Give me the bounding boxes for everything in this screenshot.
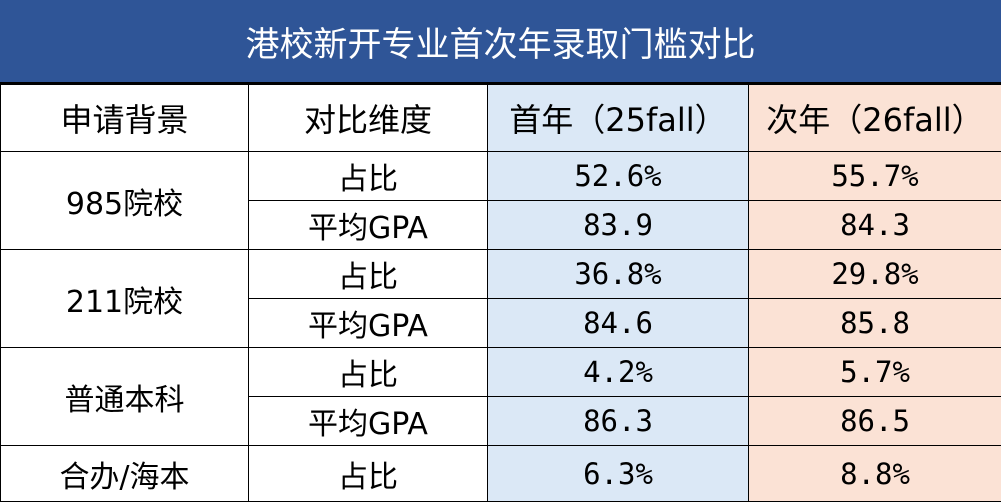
second-year-value: 5.7% [748, 347, 1001, 397]
table-row: 平均GPA 86.3 86.5 [1, 396, 1001, 446]
column-header: 首年（25fall） [487, 84, 749, 152]
metric-label: 占比 [248, 151, 488, 201]
table-row: 申请背景 对比维度 首年（25fall） 次年（26fall） [0, 84, 1001, 152]
second-year-value: 84.3 [748, 200, 1001, 250]
table-row: 合办/海本 占比 6.3% 8.8% [0, 445, 1001, 502]
first-year-value: 86.3 [487, 396, 749, 446]
table-row: 211院校 占比 36.8% 29.8% [0, 249, 1001, 348]
group-label: 985院校 [0, 151, 249, 250]
table-row: 985院校 占比 52.6% 55.7% [0, 151, 1001, 250]
metric-label: 平均GPA [248, 200, 488, 250]
second-year-value: 55.7% [748, 151, 1001, 201]
column-header: 次年（26fall） [748, 84, 1001, 152]
first-year-value: 83.9 [487, 200, 749, 250]
group-label: 普通本科 [0, 347, 249, 446]
second-year-value: 85.8 [748, 298, 1001, 348]
metric-label: 占比 [248, 445, 488, 502]
title-bar: 港校新开专业首次年录取门槛对比 [0, 0, 1001, 84]
metric-label: 平均GPA [248, 396, 488, 446]
metric-label: 占比 [248, 347, 488, 397]
group-label: 合办/海本 [0, 445, 249, 502]
table-row: 平均GPA 84.6 85.8 [1, 298, 1001, 348]
metric-label: 占比 [248, 249, 488, 299]
second-year-value: 29.8% [748, 249, 1001, 299]
column-header: 申请背景 [0, 84, 249, 152]
first-year-value: 52.6% [487, 151, 749, 201]
group-label: 211院校 [0, 249, 249, 348]
first-year-value: 6.3% [487, 445, 749, 502]
metric-label: 平均GPA [248, 298, 488, 348]
first-year-value: 36.8% [487, 249, 749, 299]
column-header: 对比维度 [248, 84, 488, 152]
first-year-value: 4.2% [487, 347, 749, 397]
table-row: 普通本科 占比 4.2% 5.7% [0, 347, 1001, 446]
second-year-value: 8.8% [748, 445, 1001, 502]
second-year-value: 86.5 [748, 396, 1001, 446]
first-year-value: 84.6 [487, 298, 749, 348]
comparison-table: 申请背景 对比维度 首年（25fall） 次年（26fall） 985院校 占比 52.6%… [0, 84, 1001, 502]
